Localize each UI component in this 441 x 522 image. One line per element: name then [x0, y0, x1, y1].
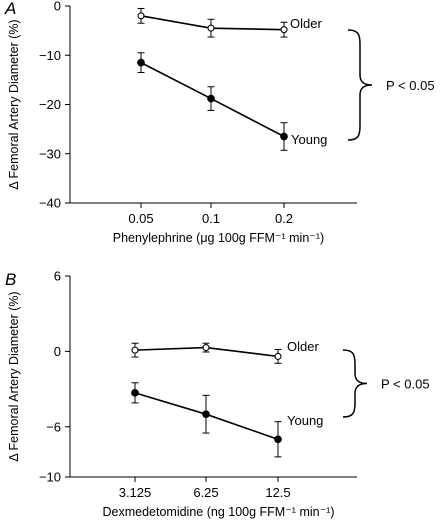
data-point-young [274, 435, 282, 444]
chart-panel-a: A 0 −10 −20 −30 −40 0.05 0.1 0.2 Phenylephrine (μ… [4, 0, 435, 245]
data-point-young [207, 94, 215, 103]
series-label-young: Young [287, 413, 323, 428]
y-tick-label: −40 [39, 196, 61, 211]
data-point-young [137, 58, 145, 67]
data-point-young [202, 410, 210, 419]
significance-annotation: P < 0.05 [386, 78, 435, 93]
x-tick-label: 0.1 [202, 211, 220, 226]
y-tick-label: 0 [54, 344, 61, 359]
data-point-older [274, 352, 282, 360]
panel-letter: B [5, 270, 16, 289]
y-tick-label: −20 [39, 97, 61, 112]
x-tick-label: 0.05 [128, 211, 153, 226]
data-point-older [207, 24, 215, 32]
panel-letter: A [4, 0, 16, 18]
significance-brace [342, 349, 368, 418]
x-tick-label: 6.25 [193, 485, 218, 500]
y-tick-label: −10 [39, 470, 61, 485]
data-point-young [280, 132, 288, 141]
y-tick-label: 0 [54, 0, 61, 14]
y-axis-title: Δ Femoral Artery Diameter (%) [7, 19, 21, 189]
data-point-older [202, 344, 210, 352]
series-label-young: Young [291, 132, 327, 147]
y-tick-label: −30 [39, 146, 61, 161]
y-tick-label: −10 [39, 48, 61, 63]
x-axis-title: Dexmedetomidine (ng 100g FFM⁻¹ min⁻¹) [102, 505, 334, 519]
x-tick-label: 0.2 [275, 211, 293, 226]
data-point-older [280, 26, 288, 34]
y-axis-title: Δ Femoral Artery Diameter (%) [7, 291, 21, 461]
chart-panel-b: B 6 0 −6 −10 3.125 6.25 12.5 Dexmedetomidine (ng… [5, 269, 430, 520]
significance-brace [347, 29, 373, 141]
data-point-older [137, 12, 145, 20]
series-label-older: Older [287, 339, 319, 354]
y-tick-label: −6 [46, 419, 61, 434]
series-label-older: Older [290, 16, 322, 31]
x-axis-title: Phenylephrine (μg 100g FFM⁻¹ min⁻¹) [113, 231, 324, 245]
significance-annotation: P < 0.05 [381, 377, 430, 392]
data-point-young [131, 388, 139, 397]
data-point-older [131, 346, 139, 354]
y-tick-label: 6 [54, 269, 61, 284]
x-tick-label: 3.125 [119, 485, 152, 500]
x-tick-label: 12.5 [265, 485, 290, 500]
